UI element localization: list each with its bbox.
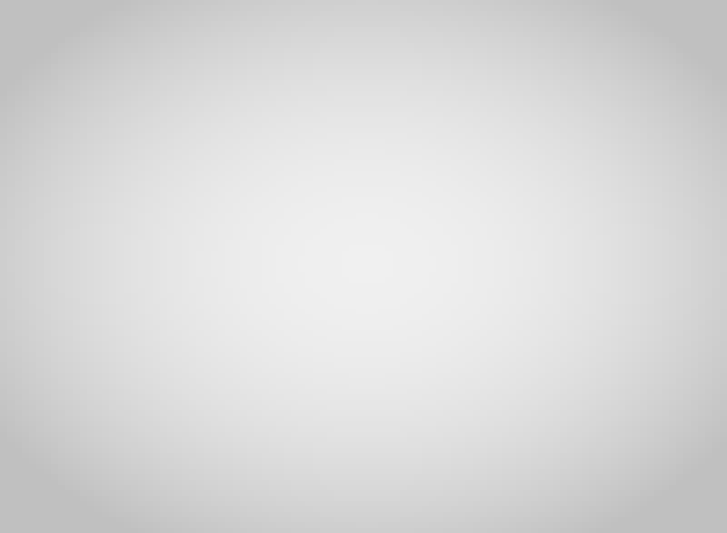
Text: Disease: Disease	[499, 279, 561, 293]
Polygon shape	[195, 128, 490, 268]
FancyBboxPatch shape	[95, 98, 640, 473]
Text: (H): (H)	[115, 458, 134, 471]
Text: Environment (E): Environment (E)	[500, 261, 627, 275]
Text: Micro-organisms,
chemicals and physical factors: Micro-organisms, chemicals and physical …	[380, 113, 541, 138]
Text: (H): (H)	[393, 458, 412, 471]
Text: Health: Health	[219, 279, 271, 293]
Text: (A): (A)	[501, 310, 519, 323]
Text: Dis Balanced: Dis Balanced	[462, 401, 558, 415]
Text: Well Balanced: Well Balanced	[192, 401, 298, 415]
Text: Host (H): Host (H)	[115, 261, 180, 275]
Text: Agent (A): Agent (A)	[259, 98, 341, 113]
Text: (A): (A)	[236, 307, 254, 320]
Polygon shape	[120, 338, 368, 453]
Polygon shape	[398, 338, 615, 453]
Text: (E): (E)	[350, 458, 368, 471]
Text: (E): (E)	[606, 458, 624, 471]
Text: EPIDEMIOLOGIC TRIAD MODEL: EPIDEMIOLOGIC TRIAD MODEL	[186, 33, 540, 53]
